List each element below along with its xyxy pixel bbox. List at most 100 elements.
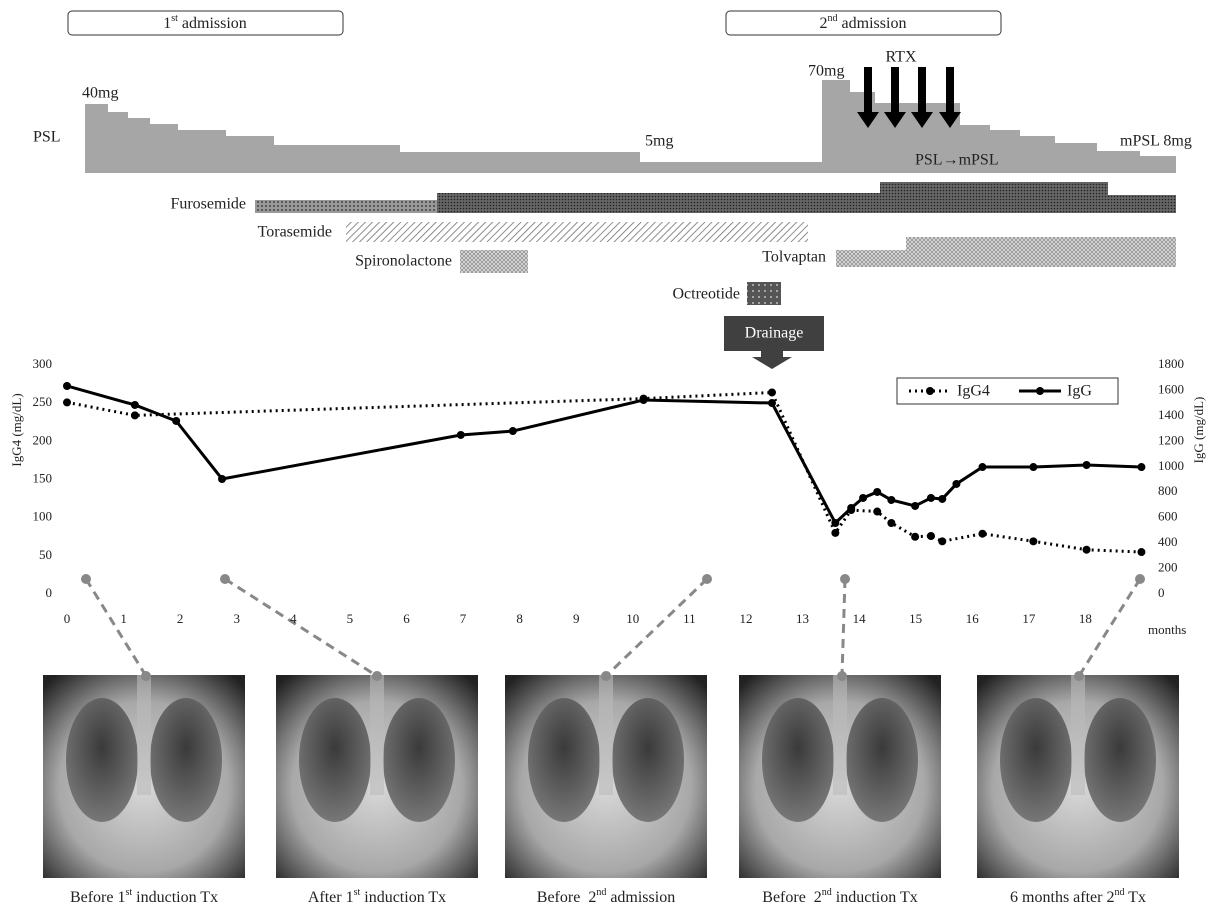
point bbox=[927, 494, 935, 502]
lung bbox=[299, 698, 371, 822]
point bbox=[218, 475, 226, 483]
caption-part: 6 months after 2 bbox=[1010, 889, 1114, 906]
connectors bbox=[86, 579, 1140, 676]
x-tick-label: 18 bbox=[1079, 611, 1092, 626]
point bbox=[1029, 537, 1037, 545]
lung bbox=[1084, 698, 1156, 822]
spine bbox=[137, 675, 151, 795]
drug-bar bbox=[880, 182, 1108, 213]
y-tick-label: 200 bbox=[33, 432, 53, 447]
x-tick-label: 8 bbox=[516, 611, 523, 626]
y-axis-label: IgG4 (mg/dL) bbox=[9, 393, 24, 466]
point bbox=[887, 519, 895, 527]
legend-label: IgG4 bbox=[957, 383, 990, 400]
x-tick-label: 7 bbox=[460, 611, 467, 626]
point bbox=[1137, 463, 1145, 471]
y-tick-label: 0 bbox=[46, 585, 53, 600]
lung bbox=[612, 698, 684, 822]
x-tick-label: 1 bbox=[120, 611, 127, 626]
caption-part: After 1 bbox=[308, 889, 354, 906]
point bbox=[859, 494, 867, 502]
y2-axis-label: IgG (mg/dL) bbox=[1191, 397, 1206, 464]
lung bbox=[762, 698, 834, 822]
dose-label: 70mg bbox=[808, 63, 844, 80]
connector-dot bbox=[372, 671, 382, 681]
caption-part: admission bbox=[606, 889, 675, 906]
drainage-arrow bbox=[752, 351, 792, 369]
drug-bar bbox=[906, 237, 1176, 267]
x-tick-label: 14 bbox=[853, 611, 867, 626]
x-tick-label: 4 bbox=[290, 611, 297, 626]
spine bbox=[599, 675, 613, 795]
caption: Before 1st induction Tx bbox=[70, 887, 218, 905]
y2-tick-label: 1600 bbox=[1158, 381, 1184, 396]
drug-label: Octreotide bbox=[672, 286, 740, 303]
lung bbox=[528, 698, 600, 822]
x-tick-label: 6 bbox=[403, 611, 410, 626]
x-tick-label: 5 bbox=[347, 611, 354, 626]
x-tick-label: 10 bbox=[626, 611, 639, 626]
y2-tick-label: 800 bbox=[1158, 483, 1178, 498]
switch-label: PSL→mPSL bbox=[915, 152, 999, 169]
lung bbox=[383, 698, 455, 822]
x-tick-label: 15 bbox=[909, 611, 922, 626]
point bbox=[847, 504, 855, 512]
point bbox=[768, 399, 776, 407]
drug-bar bbox=[346, 222, 808, 242]
psl-label: PSL bbox=[33, 129, 61, 146]
point bbox=[938, 537, 946, 545]
legend-marker bbox=[1036, 387, 1044, 395]
x-tick-label: 11 bbox=[683, 611, 696, 626]
caption-part: Tx bbox=[1124, 889, 1145, 906]
point bbox=[1029, 463, 1037, 471]
y2-tick-label: 600 bbox=[1158, 509, 1178, 524]
connector-dots bbox=[81, 574, 1145, 584]
lung bbox=[66, 698, 138, 822]
drug-label: Torasemide bbox=[258, 224, 332, 241]
y-tick-label: 250 bbox=[33, 394, 53, 409]
point bbox=[131, 411, 139, 419]
connector-dot bbox=[1074, 671, 1084, 681]
point bbox=[938, 495, 946, 503]
point bbox=[887, 496, 895, 504]
point bbox=[952, 480, 960, 488]
drug-bar bbox=[255, 200, 437, 213]
caption-sup: nd bbox=[596, 887, 606, 898]
caption: After 1st induction Tx bbox=[308, 887, 446, 905]
spine bbox=[833, 675, 847, 795]
y2-tick-label: 1400 bbox=[1158, 407, 1184, 422]
point bbox=[63, 398, 71, 406]
x-tick-label: 16 bbox=[966, 611, 980, 626]
point bbox=[911, 502, 919, 510]
caption: Before 2nd induction Tx bbox=[762, 887, 917, 905]
connector-dot bbox=[837, 671, 847, 681]
drug-bar bbox=[747, 282, 781, 305]
dose-label: 5mg bbox=[645, 133, 673, 150]
dose-label: mPSL 8mg bbox=[1120, 133, 1192, 150]
caption-part: Before 2 bbox=[537, 889, 597, 906]
lung bbox=[150, 698, 222, 822]
y2-tick-label: 400 bbox=[1158, 534, 1178, 549]
x-axis-label: months bbox=[1148, 622, 1186, 637]
point bbox=[457, 431, 465, 439]
point bbox=[911, 533, 919, 541]
caption-part: induction Tx bbox=[360, 889, 446, 906]
spine bbox=[370, 675, 384, 795]
point bbox=[978, 530, 986, 538]
x-tick-label: 12 bbox=[739, 611, 752, 626]
point bbox=[1083, 546, 1091, 554]
point bbox=[131, 401, 139, 409]
connector-dot bbox=[141, 671, 151, 681]
y-tick-label: 50 bbox=[39, 547, 52, 562]
series-line bbox=[67, 392, 1141, 552]
drug-bar bbox=[1108, 195, 1176, 213]
point bbox=[978, 463, 986, 471]
x-tick-label: 3 bbox=[233, 611, 240, 626]
lung bbox=[846, 698, 918, 822]
point bbox=[873, 488, 881, 496]
x-tick-label: 0 bbox=[64, 611, 71, 626]
caption-part: Before 2 bbox=[762, 889, 822, 906]
point bbox=[63, 382, 71, 390]
y2-tick-label: 200 bbox=[1158, 560, 1178, 575]
drug-bar bbox=[836, 250, 906, 267]
